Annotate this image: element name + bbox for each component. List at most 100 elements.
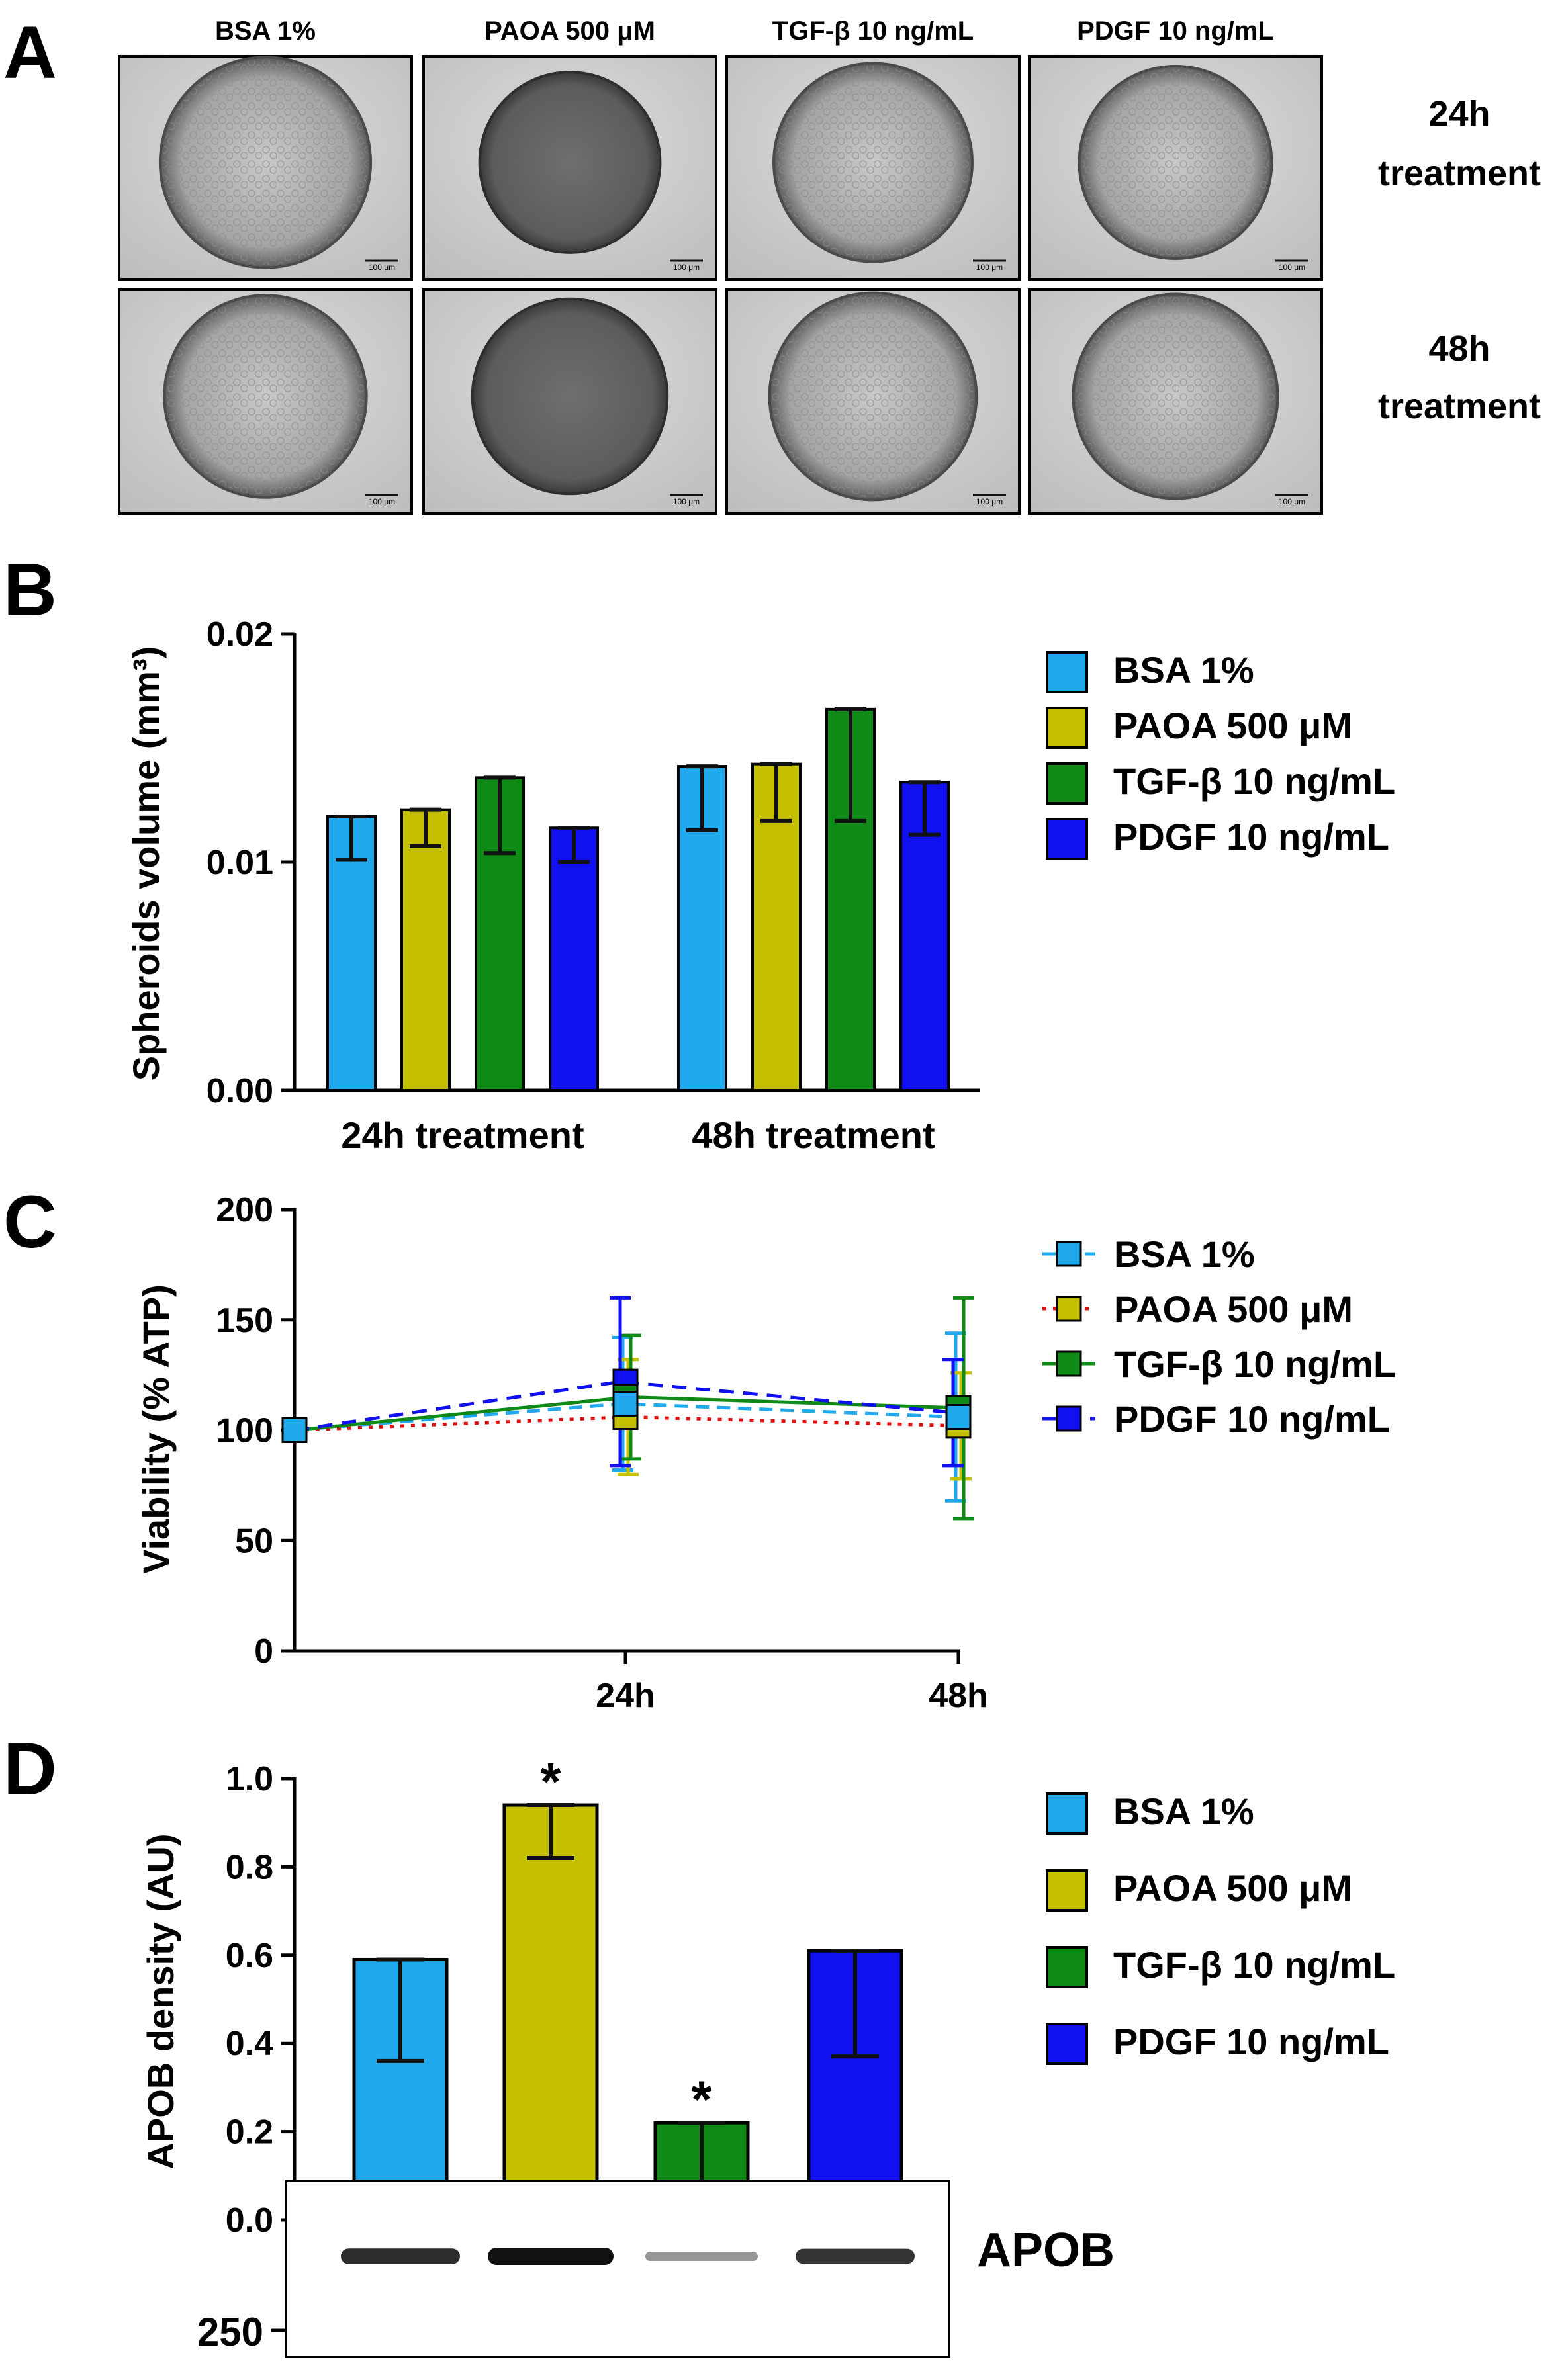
legend-label-d-pdgf-10-ng-ml: PDGF 10 ng/mL — [1113, 2021, 1389, 2062]
scale-bar-label: 100 μm — [1279, 263, 1305, 272]
row-label-24h-line1: 24h — [1428, 94, 1490, 134]
y-tick-label-b: 0.02 — [206, 615, 273, 654]
micrograph-grid: 100 μm 100 μm 100 μm 100 μm 100 μm 100 μm 100 … — [118, 55, 1323, 515]
row-label-48h-line2: treatment — [1378, 386, 1541, 426]
y-tick-label-c: 100 — [216, 1412, 273, 1450]
scale-bar-label: 100 μm — [976, 263, 1003, 272]
x-tick-label-b-48h-treatment: 48h treatment — [692, 1114, 935, 1156]
micrograph-tgf-10-ng-ml-24h: 100 μm — [725, 55, 1021, 281]
y-tick-label-c: 150 — [216, 1301, 273, 1340]
y-tick-label-d: 0.0 — [226, 2201, 273, 2240]
legend-swatch-c-tgf-10-ng-ml — [1056, 1350, 1082, 1377]
y-tick-label-d: 1.0 — [226, 1760, 273, 1798]
bar-d-paoa-500-m — [502, 1803, 599, 2222]
scale-bar-label: 100 μm — [369, 497, 395, 506]
panel-d: D 0.0 0.2 0.4 0.6 0.8 1.0 APOB density (AU) * * B… — [3, 1728, 1395, 2358]
legend-swatch-b-tgf-10-ng-ml — [1046, 762, 1088, 805]
legend-label-d-tgf-10-ng-ml: TGF-β 10 ng/mL — [1113, 1944, 1395, 1986]
y-tick-label-c: 200 — [216, 1191, 273, 1229]
significance-marker-d-tgf-10-ng-ml: * — [691, 2070, 712, 2129]
legend-swatch-c-paoa-500-m — [1056, 1296, 1082, 1322]
blot-bands — [341, 2248, 915, 2265]
micrograph-bsa-1-24h: 100 μm — [118, 55, 413, 281]
panel-a: A BSA 1% PAOA 500 μM TGF-β 10 ng/mL PDGF 10… — [3, 11, 1541, 515]
spheroid-texture — [772, 295, 974, 498]
legend-label-b-bsa-1: BSA 1% — [1113, 649, 1254, 691]
panel-label-a: A — [3, 11, 57, 94]
spheroid-shape — [478, 71, 662, 254]
blot-marker-label: 250 — [197, 2310, 263, 2354]
panel-label-b: B — [3, 549, 57, 631]
x-tick-label-c-48h: 48h — [929, 1677, 988, 1715]
panel-label-d: D — [3, 1728, 57, 1810]
legend-swatch-c-pdgf-10-ng-ml — [1056, 1405, 1082, 1432]
chart-c: 0 50 100 150 200 24h 48h Viability (% ATP) BSA 1… — [135, 1191, 1396, 1715]
blot-band-pdgf-10-ng-ml — [796, 2248, 915, 2264]
row-label-48h-line1: 48h — [1428, 329, 1490, 369]
scale-bar-label: 100 μm — [369, 263, 395, 272]
legend-swatch-b-pdgf-10-ng-ml — [1046, 818, 1088, 860]
y-tick-label-d: 0.4 — [226, 2025, 273, 2063]
y-tick-label-d: 0.6 — [226, 1937, 273, 1975]
column-title-tgf-10-ng-ml: TGF-β 10 ng/mL — [772, 17, 974, 46]
legend-label-c-tgf-10-ng-ml: TGF-β 10 ng/mL — [1114, 1343, 1396, 1385]
x-tick-label-b-24h-treatment: 24h treatment — [341, 1114, 584, 1156]
legend-label-c-paoa-500-m: PAOA 500 μM — [1114, 1288, 1353, 1330]
column-title-pdgf-10-ng-ml: PDGF 10 ng/mL — [1077, 17, 1274, 46]
scale-bar-label: 100 μm — [673, 497, 700, 506]
spheroid-texture — [1076, 296, 1275, 496]
micrograph-paoa-500-m-24h: 100 μm — [422, 55, 717, 281]
blot-band-tgf-10-ng-ml — [645, 2252, 758, 2261]
y-axis-label-c: Viability (% ATP) — [135, 1284, 177, 1574]
legend-label-d-paoa-500-m: PAOA 500 μM — [1113, 1867, 1352, 1909]
blot-band-paoa-500-m — [488, 2248, 614, 2265]
column-title-bsa-1: BSA 1% — [215, 17, 316, 46]
blot-band-bsa-1 — [341, 2248, 460, 2264]
spheroid-texture — [167, 298, 364, 495]
y-tick-label-c: 50 — [235, 1522, 273, 1560]
blot-label: APOB — [977, 2224, 1115, 2277]
western-blot: 250 APOB — [197, 2180, 1115, 2358]
y-axis-label-b: Spheroids volume (mm³) — [125, 646, 167, 1081]
panel-label-c: C — [3, 1180, 57, 1263]
chart-b: 0.00 0.01 0.02 Spheroids volume (mm³) 24h tr… — [125, 615, 1395, 1156]
spheroid-texture — [776, 66, 970, 259]
y-tick-label-d: 0.8 — [226, 1848, 273, 1886]
y-axis-label-d: APOB density (AU) — [140, 1833, 181, 2169]
significance-marker-d-paoa-500-m: * — [540, 1752, 561, 1811]
micrograph-bsa-1-48h: 100 μm — [118, 288, 413, 515]
row-label-24h: 24h treatment — [1378, 94, 1541, 193]
chart-d: 0.0 0.2 0.4 0.6 0.8 1.0 APOB density (AU) * * BSA… — [140, 1752, 1395, 2240]
blot-frame — [285, 2180, 950, 2358]
micrograph-pdgf-10-ng-ml-48h: 100 μm — [1028, 288, 1323, 515]
scale-bar-label: 100 μm — [1279, 497, 1305, 506]
legend-label-b-tgf-10-ng-ml: TGF-β 10 ng/mL — [1113, 760, 1395, 802]
y-tick-label-d: 0.2 — [226, 2113, 273, 2152]
row-label-48h: 48h treatment — [1378, 329, 1541, 426]
legend-swatch-c-bsa-1 — [1056, 1241, 1082, 1267]
legend-swatch-d-bsa-1 — [1046, 1792, 1088, 1835]
point-c-bsa-1 — [612, 1390, 639, 1417]
point-c-bsa-1 — [281, 1417, 308, 1443]
column-title-paoa-500-m: PAOA 500 μM — [484, 17, 655, 46]
spheroid-texture — [162, 60, 369, 265]
y-tick-label-c: 0 — [254, 1632, 273, 1671]
y-tick-label-b: 0.00 — [206, 1072, 273, 1110]
x-tick-label-c-24h: 24h — [596, 1677, 655, 1715]
bar-b-bsa-1-24h-treatment — [326, 815, 377, 1092]
legend-swatch-d-tgf-10-ng-ml — [1046, 1946, 1088, 1988]
spheroid-texture — [1081, 69, 1269, 256]
spheroid-shape — [471, 297, 669, 496]
micrograph-pdgf-10-ng-ml-24h: 100 μm — [1028, 55, 1323, 281]
scale-bar-label: 100 μm — [976, 497, 1003, 506]
point-c-bsa-1 — [945, 1403, 972, 1430]
bar-b-pdgf-10-ng-ml-24h-treatment — [549, 826, 599, 1092]
legend-label-b-paoa-500-m: PAOA 500 μM — [1113, 705, 1352, 746]
legend-label-b-pdgf-10-ng-ml: PDGF 10 ng/mL — [1113, 816, 1389, 858]
y-tick-label-b: 0.01 — [206, 844, 273, 882]
panel-b: B 0.00 0.01 0.02 Spheroids volume (mm³) 24h … — [3, 549, 1395, 1156]
legend-swatch-b-paoa-500-m — [1046, 707, 1088, 749]
legend-swatch-b-bsa-1 — [1046, 651, 1088, 693]
panel-c: C 0 50 100 150 200 24h 48h Viability (% ATP) BSA… — [3, 1180, 1396, 1715]
legend-label-d-bsa-1: BSA 1% — [1113, 1790, 1254, 1832]
